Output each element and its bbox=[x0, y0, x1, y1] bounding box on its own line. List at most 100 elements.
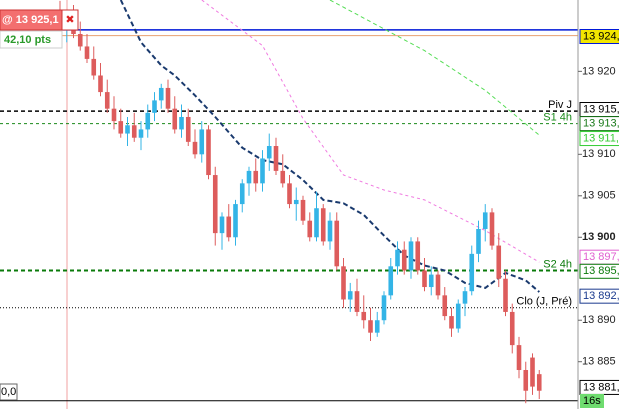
price-tag-label: 13 924, bbox=[583, 30, 619, 42]
candle-body bbox=[111, 108, 117, 122]
level-label: Piv J bbox=[548, 99, 572, 111]
candle-body bbox=[219, 216, 225, 234]
candle-body bbox=[172, 108, 178, 130]
candle-body bbox=[482, 212, 488, 229]
price-tag-label: 13 892, bbox=[583, 290, 619, 302]
candle-body bbox=[287, 183, 292, 205]
candle-body bbox=[253, 170, 259, 184]
candle-body bbox=[98, 75, 103, 93]
y-tick-label: 13 900 bbox=[582, 231, 616, 243]
candle-body bbox=[523, 370, 529, 391]
candle-body bbox=[212, 175, 218, 234]
candle-body bbox=[239, 183, 245, 205]
level-label: S1 4h bbox=[543, 112, 572, 124]
price-tag-box bbox=[579, 288, 619, 304]
level-label: S2 4h bbox=[543, 258, 572, 270]
timer-box bbox=[580, 394, 604, 408]
candle-body bbox=[401, 249, 407, 271]
candle-body bbox=[300, 199, 306, 221]
candle-body bbox=[118, 121, 124, 134]
price-tag-box bbox=[579, 131, 619, 147]
indicator-line bbox=[119, 0, 540, 293]
plot-area: Piv JS1 4h S2 4h Clo (J, Pré) bbox=[0, 0, 578, 404]
bottom-left-value: 0,0 bbox=[1, 386, 16, 398]
cancel-icon: ✖ bbox=[65, 14, 74, 26]
candle-body bbox=[489, 212, 495, 246]
candle-body bbox=[158, 87, 164, 101]
price-tag-box bbox=[579, 263, 619, 279]
candle-body bbox=[509, 311, 515, 346]
price-axis: 13 920 13 910 13 905 13 900 13 890 13 885 13 9… bbox=[578, 29, 619, 408]
candle-body bbox=[307, 220, 313, 238]
candle-body bbox=[442, 295, 448, 317]
candle-body bbox=[131, 125, 137, 138]
candle-body bbox=[462, 291, 468, 304]
candle-body bbox=[84, 46, 90, 59]
candle-body bbox=[104, 92, 110, 109]
candle-body bbox=[334, 220, 340, 267]
candle-body bbox=[273, 146, 279, 171]
candle-body bbox=[361, 311, 367, 321]
y-tick-label: 13 885 bbox=[582, 356, 616, 368]
candle-body bbox=[206, 129, 211, 176]
timer: 16s bbox=[583, 395, 601, 407]
candle-body bbox=[260, 158, 265, 184]
price-tag-label: 13 911, bbox=[583, 132, 619, 144]
candle-body bbox=[347, 291, 353, 300]
price-tag-label: 13 881, bbox=[583, 381, 619, 393]
candle-body bbox=[125, 125, 130, 134]
candle-body bbox=[341, 266, 346, 300]
candle-body bbox=[374, 320, 380, 333]
candle-body bbox=[469, 253, 475, 292]
candle-body bbox=[165, 87, 171, 109]
candle-body bbox=[516, 345, 522, 371]
candle-body bbox=[179, 116, 184, 130]
candle-body bbox=[138, 129, 144, 138]
y-tick-label: 13 905 bbox=[582, 190, 616, 202]
y-tick-label: 13 890 bbox=[582, 314, 616, 326]
candle-body bbox=[91, 58, 97, 76]
candle-body bbox=[152, 100, 157, 113]
candle-body bbox=[145, 112, 151, 130]
price-tag-label: 13 897, bbox=[583, 251, 619, 263]
candle-body bbox=[233, 204, 238, 238]
price-tag-box bbox=[579, 116, 619, 132]
price-tag-label: 13 913, bbox=[583, 118, 619, 130]
candle-body bbox=[192, 141, 198, 155]
y-tick-label: 13 910 bbox=[582, 148, 616, 160]
indicator-line bbox=[329, 0, 540, 136]
candle-body bbox=[246, 170, 252, 184]
candle-body bbox=[354, 291, 360, 312]
order-widget[interactable]: @ 13 925,1 ✖ 42,10 pts bbox=[0, 9, 79, 49]
candle-body bbox=[314, 208, 319, 238]
candle-body bbox=[415, 241, 421, 271]
candle-body bbox=[226, 216, 232, 238]
candle-body bbox=[368, 320, 373, 333]
candle-body bbox=[320, 208, 326, 242]
candle-body bbox=[428, 274, 434, 288]
candle-body bbox=[455, 303, 461, 329]
candle-body bbox=[503, 278, 508, 312]
order-pts: 42,10 pts bbox=[4, 34, 51, 46]
candle-body bbox=[327, 220, 333, 242]
candle-body bbox=[388, 266, 394, 296]
candle-body bbox=[77, 34, 83, 47]
candle-body bbox=[496, 245, 502, 279]
candle-body bbox=[530, 357, 535, 387]
order-cancel[interactable] bbox=[61, 9, 79, 31]
candle-body bbox=[422, 270, 427, 288]
price-tag-label: 13 915, bbox=[583, 103, 619, 115]
candle-body bbox=[185, 116, 191, 142]
candle-body bbox=[536, 374, 542, 391]
level-label: Clo (J, Pré) bbox=[516, 296, 572, 308]
candle-body bbox=[395, 249, 400, 267]
order-pts-box bbox=[0, 30, 63, 49]
candle-body bbox=[280, 170, 286, 184]
price-tag-label: 13 895, bbox=[583, 265, 619, 277]
bottom-left-box bbox=[0, 383, 18, 401]
candle-body bbox=[381, 295, 387, 321]
candle-body bbox=[266, 146, 272, 159]
candle-body bbox=[449, 316, 454, 329]
